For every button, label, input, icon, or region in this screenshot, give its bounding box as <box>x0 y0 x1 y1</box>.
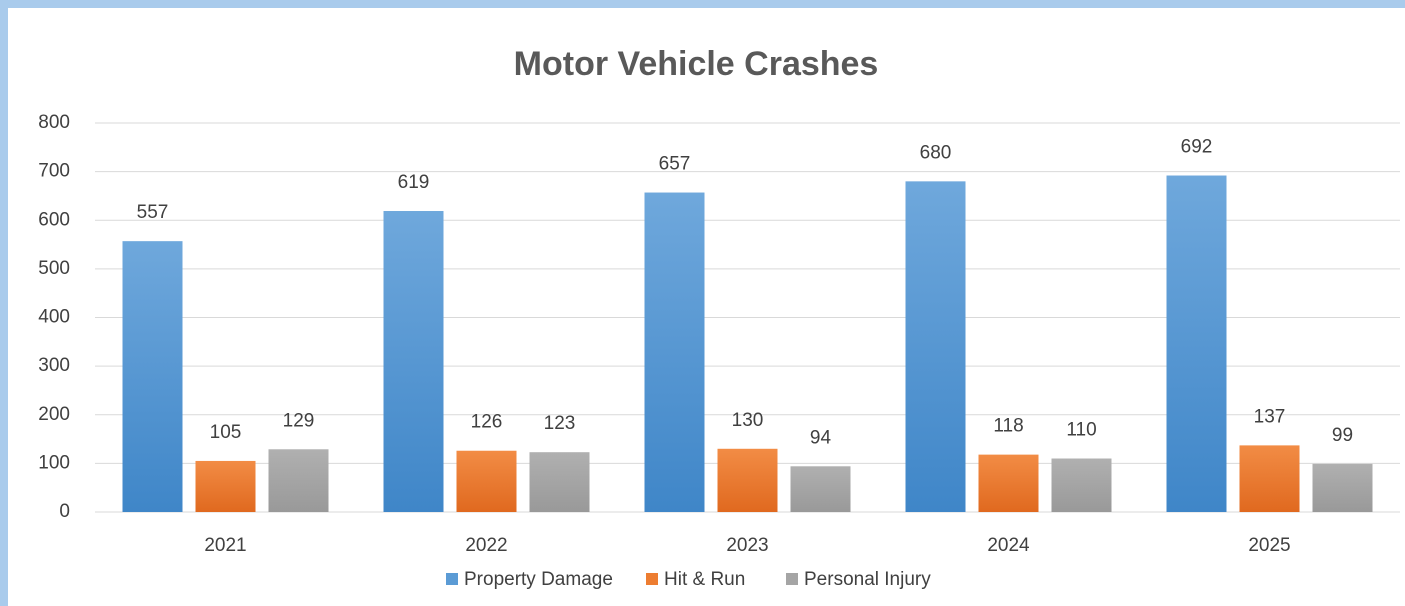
data-label: 680 <box>920 142 952 163</box>
data-label: 118 <box>993 416 1023 437</box>
x-tick-label: 2023 <box>726 535 768 556</box>
bar <box>383 211 444 513</box>
y-tick-label: 400 <box>38 307 70 328</box>
data-label: 137 <box>1254 406 1286 427</box>
y-tick-label: 0 <box>59 501 70 522</box>
legend-label: Hit & Run <box>664 569 745 590</box>
y-tick-label: 800 <box>38 112 70 133</box>
data-label: 94 <box>810 427 832 448</box>
bar <box>195 460 256 512</box>
bar <box>1312 463 1373 512</box>
bar <box>1051 458 1112 512</box>
legend-label: Personal Injury <box>804 569 931 590</box>
chart-title: Motor Vehicle Crashes <box>514 45 879 83</box>
y-tick-label: 600 <box>38 209 70 230</box>
data-label: 105 <box>210 422 242 443</box>
bar <box>905 181 966 512</box>
data-label: 619 <box>398 172 430 193</box>
data-label: 130 <box>732 410 764 431</box>
data-label: 657 <box>659 154 691 175</box>
data-label: 110 <box>1066 420 1096 441</box>
x-tick-label: 2024 <box>987 535 1030 556</box>
bar <box>790 466 851 512</box>
bar <box>644 192 705 512</box>
bar <box>1239 445 1300 512</box>
bar <box>529 452 590 512</box>
bar <box>456 450 517 512</box>
legend-swatch <box>446 573 458 585</box>
legend-label: Property Damage <box>464 569 613 590</box>
y-tick-label: 300 <box>38 355 70 376</box>
legend-swatch <box>646 573 658 585</box>
bar <box>717 448 778 512</box>
bar <box>1166 175 1227 512</box>
data-label: 99 <box>1332 425 1353 446</box>
y-tick-label: 700 <box>38 161 70 182</box>
bar <box>978 454 1039 512</box>
x-tick-label: 2022 <box>465 535 507 556</box>
bar <box>268 449 329 512</box>
legend-swatch <box>786 573 798 585</box>
data-label: 126 <box>471 412 503 433</box>
y-tick-label: 100 <box>38 452 70 473</box>
data-label: 129 <box>283 410 315 431</box>
data-label: 557 <box>137 202 169 223</box>
y-tick-label: 200 <box>38 404 70 425</box>
y-tick-label: 500 <box>38 258 70 279</box>
data-label: 692 <box>1181 137 1213 158</box>
x-tick-label: 2025 <box>1248 535 1290 556</box>
data-label: 123 <box>544 413 576 434</box>
bar <box>122 241 183 512</box>
x-tick-label: 2021 <box>204 535 246 556</box>
